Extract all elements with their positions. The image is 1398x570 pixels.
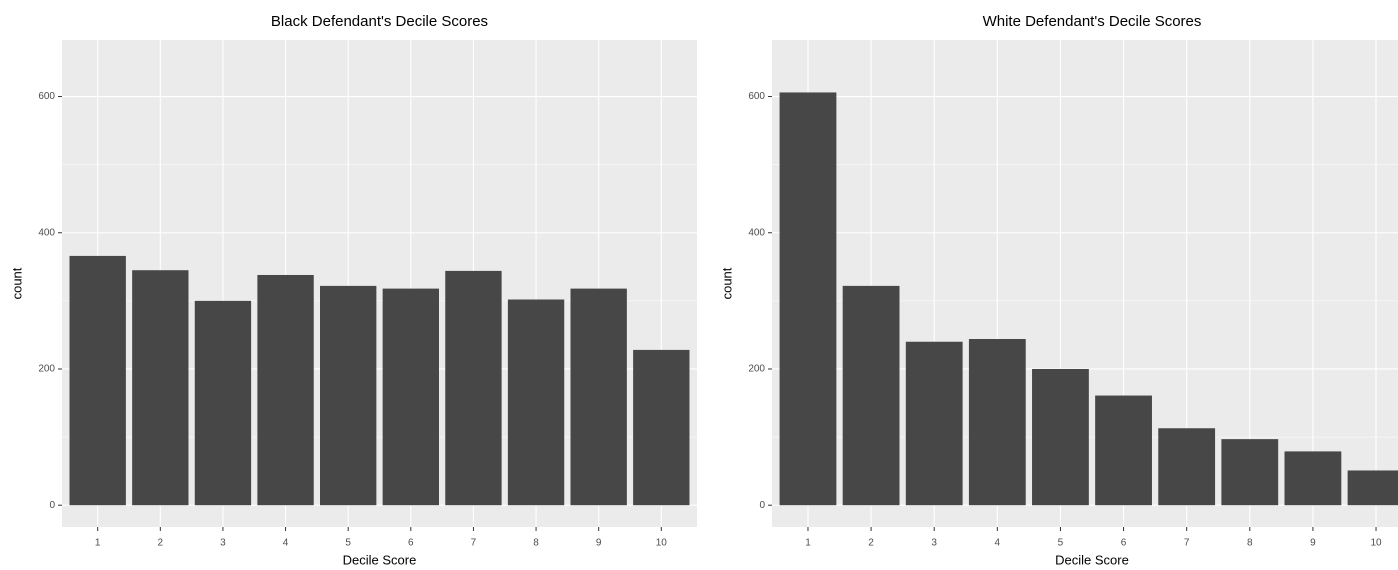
bar: [194, 300, 252, 506]
bar: [633, 349, 690, 506]
x-tick-label: 4: [995, 538, 1001, 549]
y-tick-label: 0: [49, 500, 55, 511]
x-tick-label: 2: [868, 538, 874, 549]
x-tick-label: 4: [283, 538, 289, 549]
x-tick-label: 3: [220, 538, 226, 549]
y-tick-label: 0: [759, 500, 765, 511]
bar: [132, 270, 189, 506]
y-tick-label: 400: [38, 227, 55, 238]
chart-panel: Black Defendant's Decile Scores Decile Sc…: [9, 13, 697, 567]
x-tick-label: 10: [656, 538, 668, 549]
bar: [842, 285, 900, 506]
x-tick-label: 6: [1121, 538, 1127, 549]
x-axis-title: Decile Score: [1055, 552, 1129, 567]
bar: [445, 270, 502, 506]
bar: [779, 92, 837, 506]
bar: [905, 341, 963, 506]
x-tick-label: 8: [533, 538, 539, 549]
y-tick-label: 600: [748, 91, 765, 102]
bar: [1095, 395, 1152, 506]
x-tick-label: 6: [408, 538, 414, 549]
bar: [968, 339, 1026, 506]
bar: [507, 299, 565, 506]
x-tick-label: 7: [1184, 538, 1190, 549]
x-tick-label: 10: [1370, 538, 1382, 549]
chart-title: White Defendant's Decile Scores: [983, 13, 1202, 30]
y-tick-label: 600: [38, 91, 55, 102]
bar: [382, 288, 439, 506]
x-tick-label: 5: [345, 538, 351, 549]
bar: [1032, 368, 1089, 506]
bar: [1347, 470, 1398, 506]
x-tick-label: 3: [931, 538, 937, 549]
y-axis-title: count: [9, 267, 24, 299]
chart-panel: White Defendant's Decile Scores Decile Sc…: [719, 13, 1398, 567]
bar: [1158, 428, 1216, 506]
bar: [320, 285, 377, 506]
x-tick-label: 5: [1058, 538, 1064, 549]
x-tick-label: 1: [805, 538, 811, 549]
x-tick-label: 1: [95, 538, 101, 549]
y-axis-title: count: [719, 267, 734, 299]
x-tick-label: 9: [1310, 538, 1316, 549]
y-tick-label: 400: [748, 227, 765, 238]
x-axis-title: Decile Score: [343, 552, 417, 567]
bar: [257, 274, 314, 506]
x-tick-label: 8: [1247, 538, 1253, 549]
y-tick-label: 200: [38, 364, 55, 375]
bar: [69, 255, 126, 506]
bar: [570, 288, 627, 506]
bar: [1284, 451, 1342, 506]
x-tick-label: 9: [596, 538, 602, 549]
x-tick-label: 7: [471, 538, 477, 549]
bar: [1221, 439, 1279, 506]
chart-title: Black Defendant's Decile Scores: [271, 13, 488, 30]
x-tick-label: 2: [158, 538, 164, 549]
y-tick-label: 200: [748, 364, 765, 375]
